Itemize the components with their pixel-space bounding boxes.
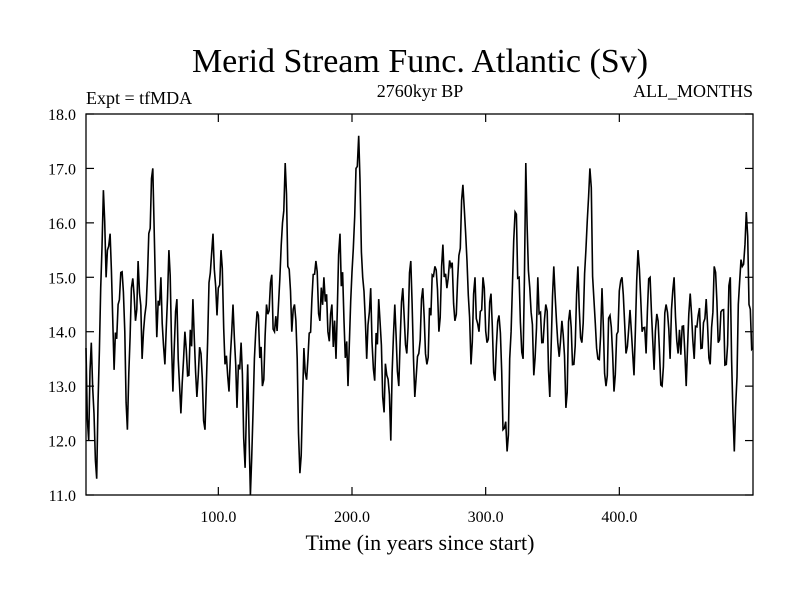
x-tick-label: 200.0 <box>334 509 370 526</box>
y-tick-label: 13.0 <box>48 379 76 396</box>
x-tick-label: 400.0 <box>601 509 637 526</box>
y-tick-label: 14.0 <box>48 325 76 342</box>
x-tick-label: 100.0 <box>200 509 236 526</box>
chart-subtitle-left: Expt = tfMDA <box>86 88 192 108</box>
y-tick-label: 11.0 <box>49 488 76 505</box>
y-tick-label: 15.0 <box>48 270 76 287</box>
plot-frame <box>85 113 754 496</box>
x-tick-label: 300.0 <box>468 509 504 526</box>
y-tick-label: 12.0 <box>48 434 76 451</box>
chart-subtitle-center: 2760kyr BP <box>377 81 464 101</box>
series-line-atlantic-moc <box>85 135 754 496</box>
y-tick-label: 16.0 <box>48 216 76 233</box>
y-axis: 11.0 12.0 13.0 14.0 15.0 16.0 17.0 18.0 <box>48 107 753 505</box>
chart-title: Merid Stream Func. Atlantic (Sv) <box>192 43 648 80</box>
x-axis-label: Time (in years since start) <box>306 530 535 555</box>
y-tick-label: 18.0 <box>48 107 76 124</box>
chart-subtitle-right: ALL_MONTHS <box>633 81 753 101</box>
y-tick-label: 17.0 <box>48 161 76 178</box>
x-axis: 100.0 200.0 300.0 400.0 <box>200 114 637 526</box>
